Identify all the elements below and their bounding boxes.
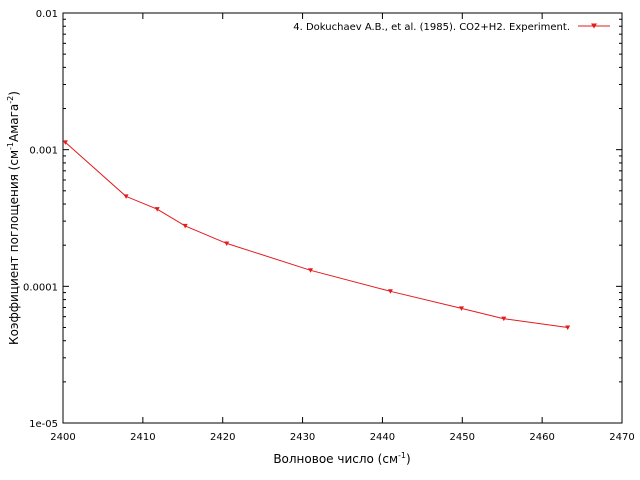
plot-frame bbox=[62, 12, 623, 424]
x-tick-label: 2460 bbox=[529, 432, 554, 443]
x-axis-label-tail: ) bbox=[406, 452, 411, 466]
y-axis-label: Коэффициент поглощения (см-1Амага-2) bbox=[6, 91, 21, 345]
y-tick-label: 0.01 bbox=[36, 9, 58, 20]
x-axis-label-sup: -1 bbox=[398, 451, 406, 460]
x-axis-ticks: 2400 2410 2420 2430 2440 2450 2460 2470 bbox=[50, 13, 635, 443]
legend-marker bbox=[591, 23, 597, 29]
data-point bbox=[501, 316, 507, 322]
x-tick-label: 2400 bbox=[50, 432, 75, 443]
y-tick-label: 0.001 bbox=[29, 146, 58, 157]
data-point bbox=[387, 289, 393, 294]
x-axis-label-main: Волновое число (см bbox=[273, 452, 398, 466]
data-point bbox=[458, 306, 464, 311]
data-point bbox=[62, 140, 68, 145]
data-point bbox=[308, 268, 314, 273]
x-tick-label: 2470 bbox=[609, 432, 634, 443]
legend-label: 4. Dokuchaev A.B., et al. (1985). CO2+H2… bbox=[293, 22, 570, 33]
x-tick-label: 2410 bbox=[130, 432, 155, 443]
x-tick-label: 2450 bbox=[450, 432, 475, 443]
data-point bbox=[565, 325, 571, 330]
series-line bbox=[65, 142, 568, 328]
y-tick-label: 1e-05 bbox=[29, 419, 58, 430]
y-axis-label-tail: ) bbox=[7, 91, 21, 96]
y-axis-label-pre: Коэффициент поглощения (см bbox=[7, 150, 21, 345]
y-tick-label: 0.0001 bbox=[23, 282, 58, 293]
data-point bbox=[154, 207, 160, 212]
x-tick-label: 2420 bbox=[210, 432, 235, 443]
x-axis-label: Волновое число (см-1) bbox=[273, 451, 410, 466]
y-axis-ticks: 1e-05 0.0001 0.001 0.01 bbox=[23, 9, 622, 430]
data-point bbox=[224, 241, 230, 246]
x-tick-label: 2440 bbox=[370, 432, 395, 443]
y-axis-label-mid: Амага bbox=[7, 104, 21, 142]
y-axis-label-sup1: -1 bbox=[6, 142, 15, 150]
series-layer bbox=[62, 140, 571, 330]
data-point bbox=[123, 194, 129, 199]
legend: 4. Dokuchaev A.B., et al. (1985). CO2+H2… bbox=[293, 22, 610, 33]
data-point bbox=[182, 223, 188, 229]
x-tick-label: 2430 bbox=[290, 432, 315, 443]
y-axis-label-sup2: -2 bbox=[6, 96, 15, 104]
